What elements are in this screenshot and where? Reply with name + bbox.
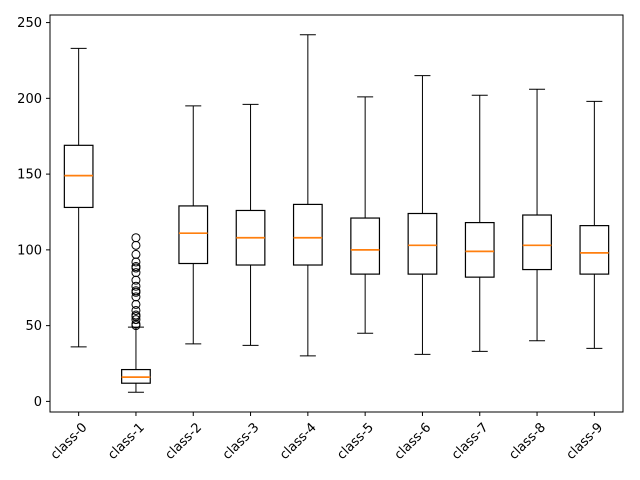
- axes-spines: [49, 14, 624, 413]
- x-tick-label: class-6: [392, 420, 435, 463]
- x-tick-label: class-3: [220, 420, 263, 463]
- outlier-marker-icon: [131, 305, 141, 315]
- x-tick-label: class-2: [162, 420, 205, 463]
- iqr-box: [522, 214, 552, 271]
- x-tick-label: class-7: [449, 420, 492, 463]
- outlier-marker-icon: [131, 310, 141, 320]
- iqr-box: [464, 221, 495, 278]
- x-tick-label: class-9: [564, 420, 607, 463]
- outlier-marker-icon: [131, 281, 141, 291]
- x-tick-label: class-5: [334, 420, 377, 463]
- x-tick-label: class-0: [48, 420, 91, 463]
- iqr-box: [350, 217, 381, 275]
- y-tick-label: 150: [17, 168, 42, 183]
- iqr-box: [579, 225, 610, 275]
- y-tick-label: 200: [17, 92, 42, 107]
- y-tick-label: 250: [17, 16, 42, 31]
- iqr-box: [292, 203, 323, 266]
- outlier-marker-icon: [131, 315, 141, 325]
- iqr-box: [178, 205, 209, 265]
- outlier-marker-icon: [131, 233, 141, 243]
- outlier-marker-icon: [131, 292, 141, 302]
- outlier-marker-icon: [131, 249, 141, 259]
- x-tick-label: class-8: [506, 420, 549, 463]
- y-tick-label: 50: [25, 319, 42, 334]
- x-tick-label: class-1: [105, 420, 148, 463]
- outlier-marker-icon: [131, 262, 141, 272]
- x-tick-label: class-4: [277, 420, 320, 463]
- outlier-marker-icon: [131, 286, 141, 296]
- y-tick-label: 100: [17, 243, 42, 258]
- outlier-marker-icon: [131, 268, 141, 278]
- y-tick-label: 0: [34, 395, 42, 410]
- iqr-box: [407, 212, 438, 275]
